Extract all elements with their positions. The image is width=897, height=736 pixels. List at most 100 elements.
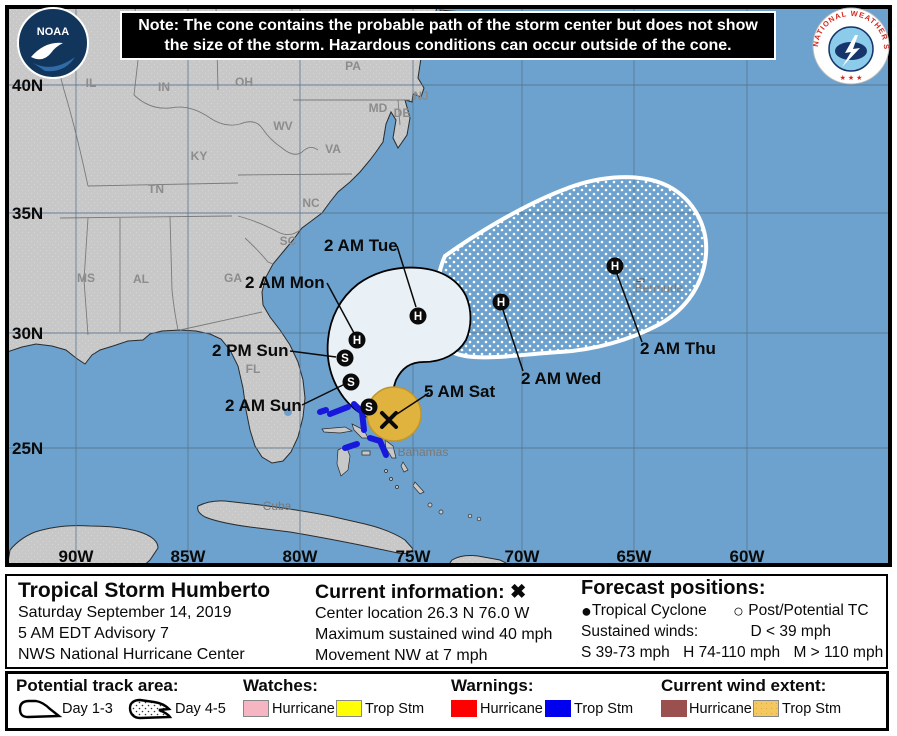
cuba [197,500,414,554]
h-range: H 74-110 mph [683,644,781,661]
wind-extent-title: Current wind extent: [661,676,827,695]
current-position-x-marker [380,411,398,429]
center-location: Center location 26.3 N 76.0 W [315,605,530,622]
yucatan [7,525,159,565]
state-label: MS [77,271,95,285]
lon-label: 65W [617,547,653,566]
lon-label: 75W [396,547,432,566]
forecast-point-marker [348,331,366,349]
day45-label: Day 4-5 [175,701,226,717]
lon-label: 80W [283,547,319,566]
watches-title: Watches: [243,676,318,695]
place-label: Cuba [263,499,292,513]
graticule: 90W 85W 80W 75W 70W 65W 60W 40N 35N 30N 25N [7,7,890,566]
tropical-cyclone-dot-icon: ● [581,601,592,621]
post-tc-circle-icon: ○ [733,601,744,621]
warnings-title: Warnings: [451,676,534,695]
nws-stars: ★ ★ ★ [840,74,863,82]
storm-date: Saturday September 14, 2019 [18,604,232,621]
note-line-2: the size of the storm. Hazardous conditi… [164,36,732,54]
state-label: KY [191,149,208,163]
hurricane-extent-swatch [661,700,687,717]
hurricane-extent-label: Hurricane [689,701,752,717]
forecast-point-marker [606,257,624,275]
storm-info-panel: Tropical Storm Humberto Saturday Septemb… [5,574,888,669]
forecast-point-marker [492,293,510,311]
lat-label: 40N [12,76,43,95]
hurricane-watch-label: Hurricane [272,701,335,717]
state-label: WV [273,119,292,133]
label-pointer-line [616,273,643,343]
tropstm-watch-label: Trop Stm [365,701,425,717]
place-label: Bahamas [398,445,449,459]
forecast-point-marker [360,398,378,416]
forecast-cone-map: 90W 85W 80W 75W 70W 65W 60W 40N 35N 30N 25N IL IN OH… [5,5,892,567]
forecast-time-label: 2 PM Sun [212,341,289,360]
m-range: M > 110 mph [793,644,884,661]
state-label: DE [394,106,411,120]
geo-labels: ILINOHPANJMDDEWVVAKYTNNCSCMSALGAFLBermud… [77,59,684,513]
forecast-point-marker [336,349,354,367]
forecast-time-label: 2 AM Thu [640,339,716,358]
state-borders [56,7,410,336]
label-pointer-line [326,282,355,334]
nws-lightning-icon [842,35,860,67]
state-label: FL [246,362,261,376]
hurricane-watch-swatch [243,700,269,717]
lon-label: 70W [505,547,541,566]
label-pointer-line [301,383,346,406]
forecast-point-letter: S [341,353,349,365]
noaa-wave-icon [33,57,75,72]
post-tc-label: Post/Potential TC [748,602,869,619]
noaa-text: NOAA [37,26,69,38]
wind-ranges-line: S 39-73 mph H 74-110 mph M > 110 mph [581,644,883,662]
note-line-1: Note: The cone contains the probable pat… [138,16,758,34]
map-frame [5,5,892,567]
forecast-point-letter: S [347,377,355,389]
forecast-time-label: 2 AM Mon [245,273,325,292]
forecast-positions-symbols: ●Tropical Cyclone ○ Post/Potential TC [581,601,869,622]
lon-label: 85W [171,547,207,566]
s-range: S 39-73 mph [581,644,670,661]
map-legend-panel: Potential track area: Day 1-3 Day 4-5 Wa… [5,671,889,731]
forecast-positions-title: Forecast positions: [581,577,766,599]
lake-okeechobee [284,408,292,416]
state-label: IL [86,76,97,90]
us-landmass [7,7,438,464]
forecast-point-letter: S [365,402,373,414]
forecast-time-label: 2 AM Wed [521,369,601,388]
day13-cone-icon [18,699,62,719]
forecast-point-letter: H [611,261,619,273]
forecast-cone-day13 [326,266,472,426]
movement: Movement NW at 7 mph [315,647,488,664]
lat-label: 30N [12,324,43,343]
forecast-point-letter: H [414,311,422,323]
hurricane-warning-swatch [451,700,477,717]
state-label: PA [345,59,361,73]
forecast-point-letter: H [497,297,505,309]
state-label: NJ [413,89,428,103]
day45-cone-icon [128,698,173,720]
lat-label: 35N [12,204,43,223]
state-label: VA [325,142,341,156]
d-range: D < 39 mph [750,623,832,640]
label-pointer-line [289,350,337,358]
forecast-point-letter: H [353,335,361,347]
label-pointer-line [396,245,417,308]
max-wind: Maximum sustained wind 40 mph [315,626,553,643]
storm-agency: NWS National Hurricane Center [18,646,245,663]
label-pointer-line [502,309,524,372]
forecast-point-marker [342,373,360,391]
lat-label: 25N [12,439,43,458]
storm-advisory: 5 AM EDT Advisory 7 [18,625,169,642]
forecast-time-label: 2 AM Sun [225,396,302,415]
lon-label: 90W [59,547,95,566]
sustained-winds-line: Sustained winds: D < 39 mph [581,623,831,641]
warning-segments [317,401,389,458]
noaa-logo: NOAA [17,7,89,79]
current-position-label: 5 AM Sat [424,382,496,401]
current-position-x-glyph: ✖ [510,581,527,603]
tropstm-watch-swatch [336,700,362,717]
